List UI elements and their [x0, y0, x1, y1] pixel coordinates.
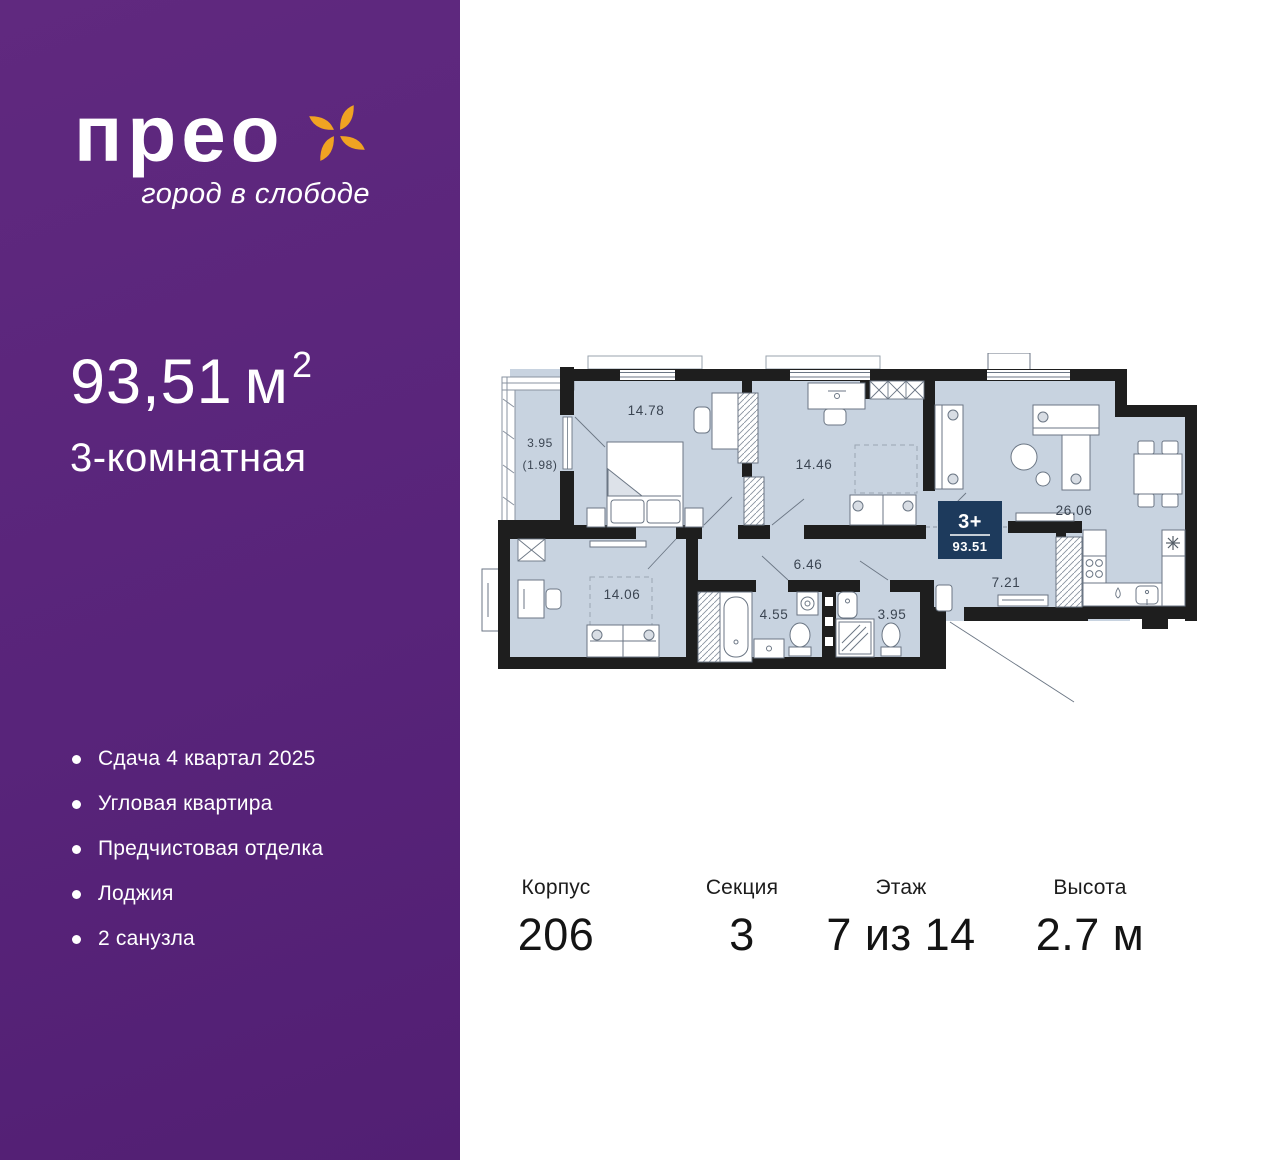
feature-list: Сдача 4 квартал 2025 Угловая квартира Пр… — [72, 747, 324, 973]
spec-label: Секция — [705, 876, 779, 899]
apartment-area: 93,51 м 2 — [70, 344, 312, 418]
badge-rooms: 3+ — [958, 511, 982, 533]
room-label-shower-room: 3.95 — [878, 607, 907, 622]
spec-label: Корпус — [521, 876, 591, 899]
desk — [517, 579, 562, 619]
spec-label: Высота — [1053, 876, 1127, 899]
toilet — [880, 622, 902, 657]
feature-text: Угловая квартира — [98, 792, 273, 815]
room-label-hallway: 6.46 — [794, 557, 823, 572]
logo: прео город в слободе — [74, 89, 370, 211]
washing-machine — [796, 591, 819, 616]
spec-label: Этаж — [875, 876, 927, 899]
feature-text: Сдача 4 квартал 2025 — [98, 747, 316, 770]
shower — [835, 618, 875, 658]
bullet-dot — [72, 754, 81, 764]
feature-item: Угловая квартира — [72, 792, 323, 815]
area-superscript: 2 — [291, 344, 312, 385]
room-label-loggia: 3.95 — [527, 436, 553, 450]
room-label-bedroom3: 14.06 — [604, 587, 641, 602]
sofa — [849, 494, 917, 526]
sofa — [934, 404, 1100, 491]
tv-console — [1015, 512, 1075, 522]
faucet-icon — [1115, 587, 1121, 599]
room-label-living: 26.06 — [1056, 503, 1093, 518]
sofa — [586, 624, 660, 658]
furniture-zone-dashed — [854, 444, 918, 494]
kitchen-sink — [1135, 585, 1159, 605]
feature-text: Лоджия — [98, 882, 174, 905]
bullet-dot — [72, 889, 81, 899]
bed — [586, 441, 704, 528]
feature-text: 2 санузла — [98, 927, 195, 950]
walls — [498, 367, 1197, 669]
feature-text: Предчистовая отделка — [98, 837, 324, 860]
desk — [807, 382, 866, 426]
brand-tagline: город в слободе — [141, 178, 370, 210]
feature-item: Сдача 4 квартал 2025 — [72, 747, 323, 770]
area-unit: м — [244, 347, 288, 417]
spec-building: Корпус 206 — [518, 876, 595, 961]
room-label-bathroom: 4.55 — [760, 607, 789, 622]
shaft-duct — [825, 597, 833, 646]
feature-item: Предчистовая отделка — [72, 837, 324, 860]
hall-furniture — [935, 584, 1049, 612]
spec-value: 2.7 м — [1035, 909, 1145, 960]
bullet-dot — [72, 844, 81, 854]
room-label-loggia-reduced: (1.98) — [523, 458, 558, 472]
badge-area: 93.51 — [952, 539, 987, 554]
bathtub — [719, 591, 753, 663]
wardrobe-x — [517, 380, 925, 562]
tv-console — [589, 540, 647, 548]
room-label-hall: 7.21 — [992, 575, 1021, 590]
apartment-badge: 3+ 93.51 — [938, 501, 1002, 559]
window — [562, 370, 1070, 470]
spec-floor: Этаж 7 из 14 — [826, 876, 975, 961]
flower-logo-icon — [309, 105, 365, 161]
spec-value: 7 из 14 — [826, 909, 976, 960]
bullet-dot — [72, 799, 81, 809]
bullet-dot — [72, 934, 81, 944]
apartment-type-title: 3-комнатная — [70, 436, 307, 480]
spec-value: 206 — [517, 909, 595, 960]
feature-item: Лоджия — [72, 882, 323, 905]
coffee-table — [1010, 443, 1051, 487]
room-label-bedroom2: 14.46 — [796, 457, 833, 472]
toilet — [788, 622, 812, 657]
bathroom-sink — [837, 591, 858, 619]
room-label-bedroom1: 14.78 — [628, 403, 665, 418]
fridge-icon — [1166, 536, 1180, 550]
brand-wordmark: прео — [74, 89, 285, 178]
floor-plan: 3.95 (1.98) 14.78 14.46 26.06 14.06 6.46… — [478, 353, 1198, 729]
area-value: 93,51 — [70, 347, 233, 417]
spec-section: Секция 3 — [706, 876, 778, 961]
desk — [693, 392, 739, 450]
floor-plan-svg: 3.95 (1.98) 14.78 14.46 26.06 14.06 6.46… — [481, 353, 1197, 703]
bathroom-sink — [753, 638, 785, 659]
dining-table — [1133, 440, 1183, 508]
brand-panel: прео город в слободе 93,51 м 2 3-комнатная… — [0, 0, 460, 1160]
feature-item: 2 санузла — [72, 927, 323, 950]
furniture-zone-dashed — [589, 576, 653, 626]
spec-value: 3 — [729, 909, 755, 960]
spec-height: Высота 2.7 м — [1036, 876, 1145, 961]
stove — [1085, 559, 1103, 578]
